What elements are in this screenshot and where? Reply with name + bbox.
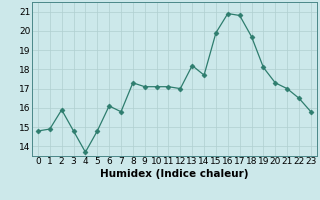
X-axis label: Humidex (Indice chaleur): Humidex (Indice chaleur) xyxy=(100,169,249,179)
